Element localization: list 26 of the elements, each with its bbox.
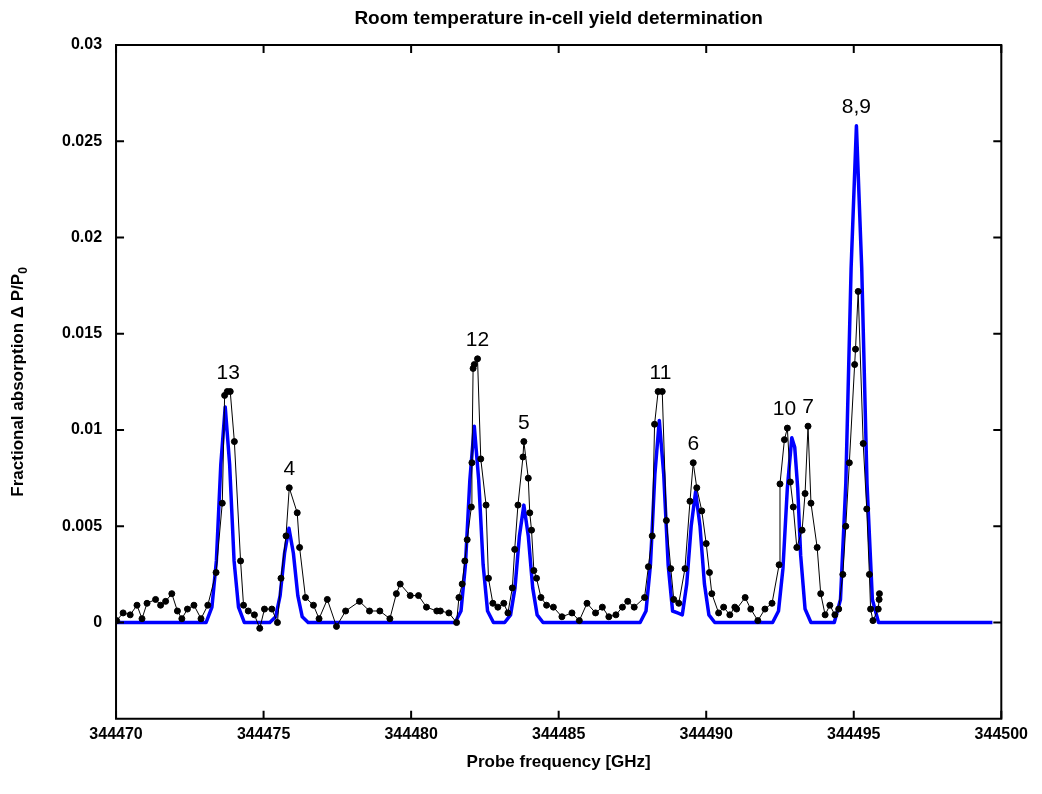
annotation: 13 — [216, 359, 240, 383]
x-tick-label: 344480 — [384, 724, 438, 742]
x-axis-title: Probe frequency [GHz] — [466, 752, 651, 772]
annotation: 11 — [649, 359, 672, 383]
x-tick-label: 344485 — [531, 724, 586, 742]
x-tick-label: 344475 — [236, 724, 291, 742]
annotation: 12 — [465, 327, 490, 351]
y-tick-label: 0.03 — [70, 35, 103, 53]
chart-title: Room temperature in-cell yield determination — [354, 7, 763, 29]
y-tick-label: 0.015 — [61, 324, 103, 342]
y-axis-title: Fractional absorption Δ P/P0 — [7, 266, 31, 497]
annotation: 4 — [283, 456, 296, 480]
annotation: 7 — [802, 394, 814, 418]
y-tick-label: 0.005 — [61, 516, 103, 534]
x-tick-label: 344495 — [827, 724, 881, 742]
x-tick-label: 344490 — [679, 724, 734, 742]
y-tick-label: 0.02 — [70, 227, 103, 245]
y-tick-label: 0.025 — [61, 131, 103, 149]
y-tick-label: 0.01 — [70, 420, 103, 438]
y-tick-label: 0 — [93, 612, 103, 630]
annotation: 8,9 — [841, 94, 872, 118]
x-tick-label: 344500 — [974, 724, 1029, 742]
annotation: 5 — [518, 409, 530, 433]
x-tick-label: 344470 — [89, 724, 143, 742]
annotation: 6 — [687, 431, 700, 455]
annotation: 10 — [772, 396, 797, 420]
